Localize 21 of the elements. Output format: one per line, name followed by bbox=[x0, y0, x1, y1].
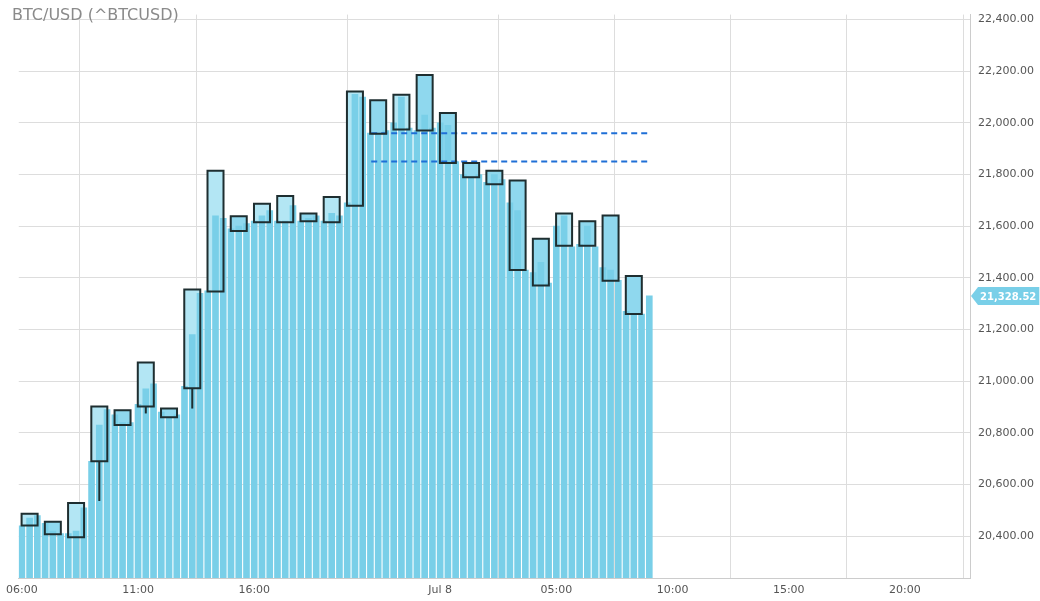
x-tick-label: 20:00 bbox=[889, 583, 921, 597]
x-tick-label: 16:00 bbox=[238, 583, 271, 597]
y-tick-label: 20,400.00 bbox=[978, 529, 1034, 543]
y-tick-label: 22,000.00 bbox=[978, 115, 1034, 129]
y-tick-label: 22,200.00 bbox=[978, 64, 1034, 78]
y-tick-label: 21,200.00 bbox=[978, 322, 1034, 336]
y-tick-label: 21,800.00 bbox=[978, 167, 1034, 181]
x-tick-label: 11:00 bbox=[122, 583, 154, 597]
y-tick-label: 22,400.00 bbox=[978, 12, 1034, 26]
chart-title: BTC/USD (^BTCUSD) bbox=[12, 5, 179, 25]
y-tick-label: 21,600.00 bbox=[978, 219, 1034, 233]
x-tick-label: 10:00 bbox=[656, 583, 689, 597]
y-tick-label: 20,600.00 bbox=[978, 477, 1034, 491]
y-tick-label: 21,000.00 bbox=[978, 374, 1034, 388]
x-tick-label: 06:00 bbox=[6, 583, 38, 597]
y-tick-label: 20,800.00 bbox=[978, 425, 1034, 439]
text: 21,328.52 bbox=[980, 290, 1037, 302]
x-tick-label: 15:00 bbox=[772, 583, 805, 597]
x-tick-label: Jul 8 bbox=[427, 583, 453, 597]
x-tick-label: 05:00 bbox=[540, 583, 573, 597]
y-tick-label: 21,400.00 bbox=[978, 270, 1034, 284]
